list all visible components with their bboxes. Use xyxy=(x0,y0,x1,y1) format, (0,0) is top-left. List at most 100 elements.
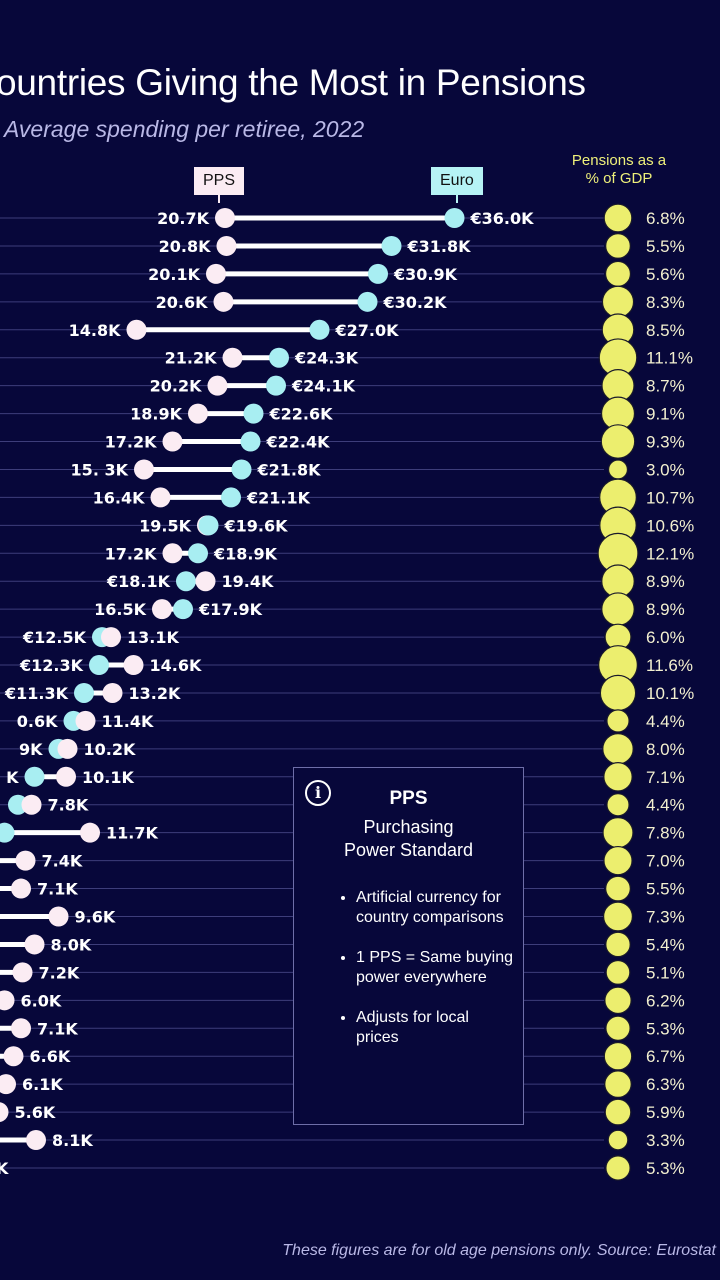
pps-value-label: 7.4K xyxy=(42,852,83,871)
euro-dot xyxy=(266,375,286,396)
pps-dot xyxy=(213,291,234,312)
pps-value-label: 20.2K xyxy=(150,377,202,396)
pps-value-label: 18.9K xyxy=(130,405,182,424)
pps-value-label: 20.1K xyxy=(148,265,200,284)
gdp-percent-label: 5.5% xyxy=(646,237,685,256)
pps-dot xyxy=(75,710,96,731)
pps-value-label: 16.4K xyxy=(93,488,145,507)
euro-dot xyxy=(74,682,94,703)
euro-dot xyxy=(309,319,330,340)
pps-dot xyxy=(215,208,235,228)
gdp-percent-label: 6.7% xyxy=(646,1047,685,1066)
pps-dot xyxy=(222,347,243,368)
gdp-bubble xyxy=(605,931,631,958)
euro-dot xyxy=(198,515,219,536)
gdp-bubble xyxy=(602,733,634,765)
gdp-percent-label: 9.3% xyxy=(646,433,685,452)
pps-dot xyxy=(3,1046,24,1067)
pps-value-label: 14.8K xyxy=(69,321,121,340)
euro-value-label: €18.9K xyxy=(213,544,278,563)
gdp-percent-label: 8.3% xyxy=(646,293,685,312)
euro-dot xyxy=(173,599,193,620)
euro-value-label: €22.4K xyxy=(266,433,331,452)
pps-dot xyxy=(21,794,42,815)
euro-dot xyxy=(357,291,378,312)
gdp-column-heading: Pensions as a % of GDP xyxy=(556,152,682,188)
gdp-percent-label: 7.1% xyxy=(646,768,685,787)
gdp-percent-label: 5.4% xyxy=(646,935,685,954)
pps-value-label: 10.2K xyxy=(84,740,136,759)
gdp-bubble xyxy=(599,674,637,712)
gdp-heading-line1: Pensions as a xyxy=(571,152,667,169)
pps-value-label: 10.1K xyxy=(82,768,134,787)
pps-dot xyxy=(134,459,154,480)
info-bullets: Artificial currency for country comparis… xyxy=(334,888,516,1068)
gdp-bubble xyxy=(607,1129,629,1151)
euro-value-label: €18.1K xyxy=(106,572,171,591)
gdp-bubble xyxy=(604,260,632,287)
info-bullet: Artificial currency for country comparis… xyxy=(356,888,516,928)
gdp-bubble xyxy=(606,709,630,733)
gdp-percent-label: 7.0% xyxy=(646,852,685,871)
legend-euro: Euro xyxy=(431,167,483,203)
chart-title: ountries Giving the Most in Pensions xyxy=(0,62,586,103)
info-bullet: Adjusts for local prices xyxy=(356,1008,516,1048)
pps-dot xyxy=(0,1102,9,1122)
pps-dot xyxy=(216,235,237,256)
gdp-percent-label: 6.3% xyxy=(646,1075,685,1094)
pps-value-label: 11.4K xyxy=(102,712,154,731)
pps-value-label: 21.2K xyxy=(165,349,217,368)
euro-dot xyxy=(89,655,109,676)
pps-dot xyxy=(80,822,100,843)
pps-value-label: 19.5K xyxy=(139,516,191,535)
euro-value-label: €11.3K xyxy=(4,684,69,703)
pps-value-label: 6.6K xyxy=(30,1047,71,1066)
pps-value-label: 8.1K xyxy=(52,1131,93,1150)
pps-dot xyxy=(0,990,15,1011)
gdp-percent-label: 7.3% xyxy=(646,908,685,927)
euro-value-label: €12.5K xyxy=(22,628,87,647)
euro-value-label: 9K xyxy=(19,740,43,759)
pps-dot xyxy=(48,906,69,927)
pps-dot xyxy=(0,1074,16,1095)
pps-dot xyxy=(26,1130,46,1151)
pps-value-label: 5.6K xyxy=(15,1103,56,1122)
pps-value-label: 20.7K xyxy=(157,209,209,228)
pps-value-label: 19.4K xyxy=(222,572,274,591)
gdp-bubble xyxy=(600,424,636,459)
pps-value-label: 9.6K xyxy=(75,908,116,927)
pps-dot xyxy=(206,263,226,284)
gdp-percent-label: 10.1% xyxy=(646,684,694,703)
gdp-bubble xyxy=(604,1098,632,1126)
info-title: PPS xyxy=(389,788,428,809)
euro-value-label: €22.6K xyxy=(269,405,334,424)
pps-value-label: 17.2K xyxy=(105,544,157,563)
pps-dot xyxy=(123,655,144,676)
pps-dot xyxy=(152,599,172,620)
gdp-bubble xyxy=(601,285,635,318)
pps-value-label: 15. 3K xyxy=(71,460,129,479)
euro-dot xyxy=(0,822,15,843)
gdp-percent-label: 8.9% xyxy=(646,600,685,619)
pps-dot xyxy=(11,1018,31,1039)
gdp-bubble xyxy=(603,762,633,792)
gdp-percent-label: 4.4% xyxy=(646,796,685,815)
info-icon: i xyxy=(305,780,331,806)
pps-value-label: K xyxy=(0,1159,9,1178)
pps-value-label: 13.2K xyxy=(129,684,181,703)
pps-dot xyxy=(24,934,45,955)
info-bullet: 1 PPS = Same buying power everywhere xyxy=(356,948,516,988)
gdp-bubbles: 6.8% 5.5% 5.6% 8.3% 8.5% 11.1% 8.7% 9.1% 9.3% 3.0… xyxy=(597,203,694,1181)
pps-info-box: i PPS Purchasing Power Standard Artifici… xyxy=(293,767,524,1125)
gdp-percent-label: 8.5% xyxy=(646,321,685,340)
pps-value-label: 7.2K xyxy=(39,963,80,982)
gdp-percent-label: 8.7% xyxy=(646,377,685,396)
gdp-percent-label: 11.6% xyxy=(646,656,693,675)
euro-dot xyxy=(381,235,402,256)
euro-dot xyxy=(269,347,289,368)
pps-dot xyxy=(207,375,228,396)
euro-value-label: €31.8K xyxy=(407,237,472,256)
gdp-percent-label: 12.1% xyxy=(646,544,694,563)
pps-value-label: 17.2K xyxy=(105,433,157,452)
